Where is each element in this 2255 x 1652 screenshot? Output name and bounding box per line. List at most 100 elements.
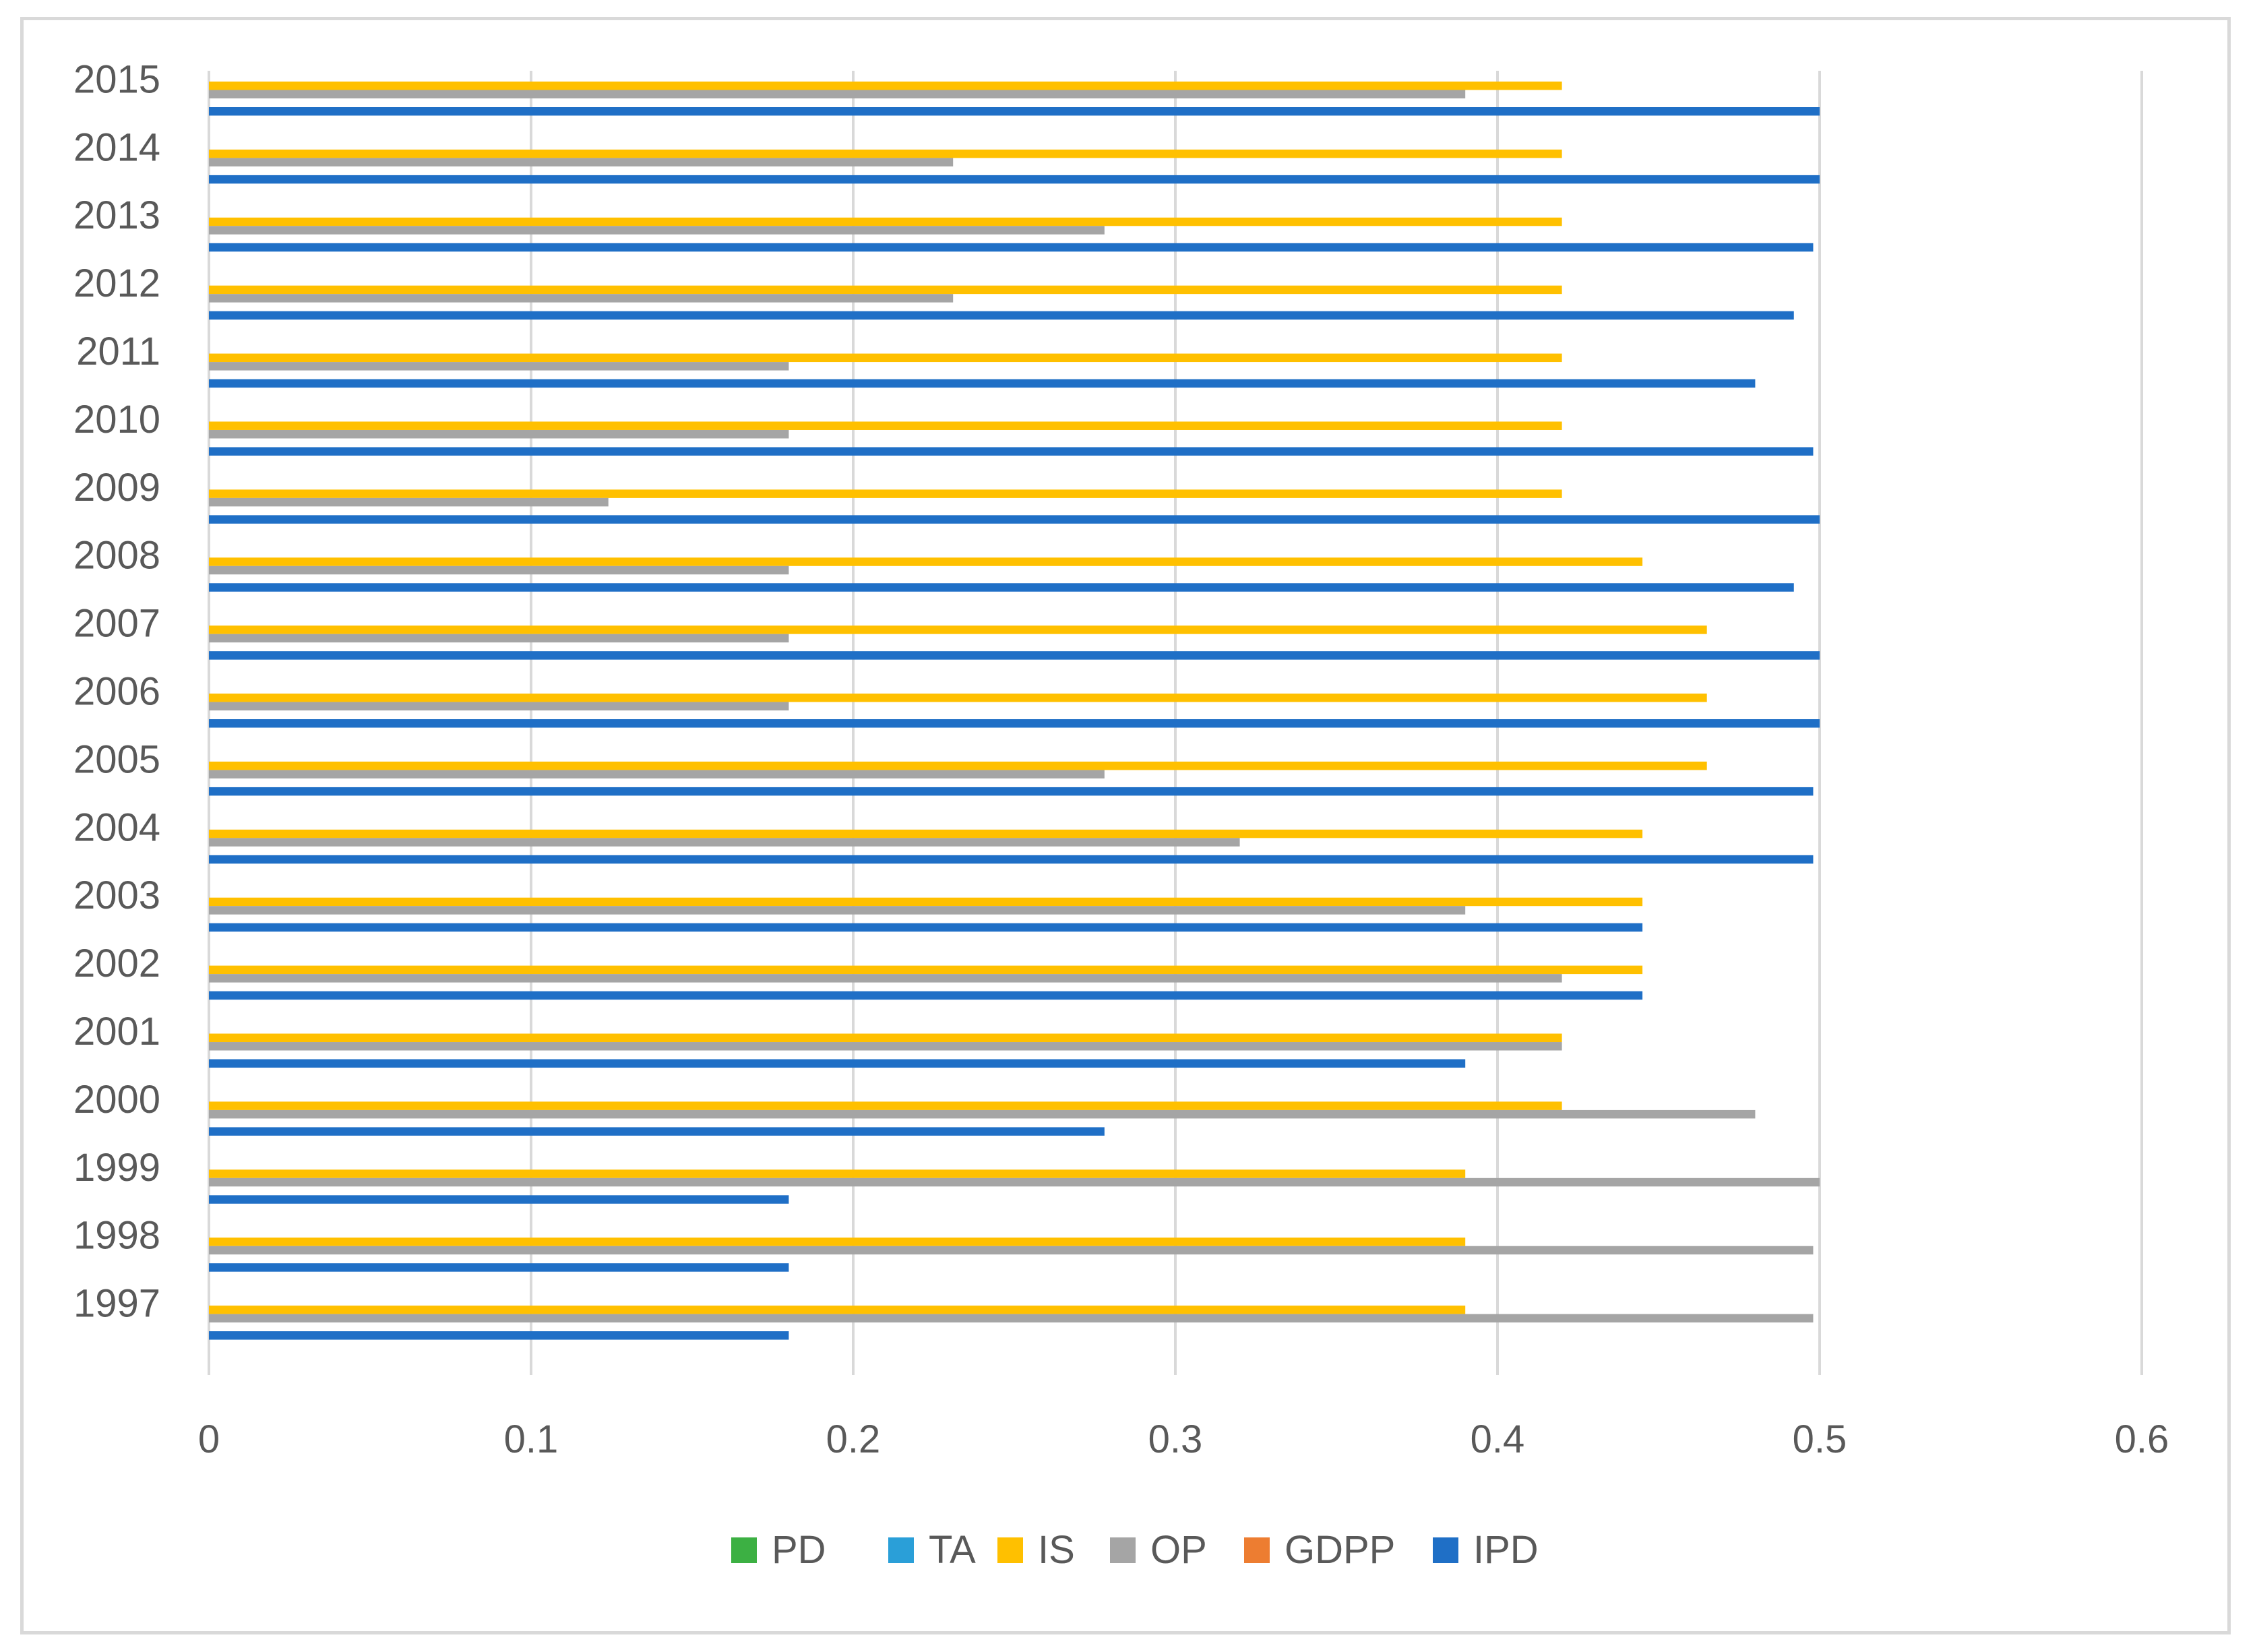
y-tick-label-2007: 2007	[73, 602, 160, 646]
bar-op-2007	[209, 634, 789, 643]
bar-ipd-2002	[209, 991, 1643, 1000]
y-tick-label-1998: 1998	[73, 1214, 160, 1258]
x-tick-label-0.5: 0.5	[1793, 1417, 1847, 1461]
y-tick-label-2003: 2003	[73, 874, 160, 917]
bar-is-1999	[209, 1169, 1466, 1178]
legend-label-is: IS	[1038, 1528, 1075, 1572]
bar-is-2002	[209, 965, 1643, 975]
x-tick-label-0: 0	[198, 1417, 220, 1461]
bar-ipd-2011	[209, 379, 1756, 388]
bar-is-2008	[209, 557, 1643, 566]
legend-swatch-pd	[731, 1537, 757, 1563]
bar-ipd-2012	[209, 311, 1794, 320]
bar-op-1999	[209, 1177, 1820, 1187]
bar-is-1998	[209, 1237, 1466, 1246]
bar-op-2013	[209, 226, 1105, 235]
bar-is-2001	[209, 1033, 1562, 1043]
bar-op-2009	[209, 497, 609, 507]
bar-is-2012	[209, 285, 1562, 295]
y-tick-label-2015: 2015	[73, 57, 160, 101]
bar-is-2014	[209, 149, 1562, 158]
bar-ipd-2015	[209, 107, 1820, 116]
bar-is-2015	[209, 82, 1562, 90]
y-tick-label-2004: 2004	[73, 805, 160, 849]
bar-ipd-1997	[209, 1331, 789, 1340]
bar-ipd-2001	[209, 1059, 1466, 1068]
y-tick-label-2012: 2012	[73, 262, 160, 305]
bar-is-2000	[209, 1101, 1562, 1110]
bar-op-2004	[209, 838, 1240, 847]
bar-ipd-2008	[209, 583, 1794, 592]
legend: PD TA IS OP GDPP IPD	[731, 1528, 1539, 1572]
x-tick-label-0.6: 0.6	[2115, 1417, 2169, 1461]
bar-op-2012	[209, 294, 954, 303]
bar-is-2010	[209, 421, 1562, 430]
bar-is-2009	[209, 489, 1562, 498]
bar-op-1997	[209, 1314, 1814, 1323]
bar-ipd-2013	[209, 243, 1814, 252]
bar-ipd-2000	[209, 1127, 1105, 1136]
legend-swatch-gdpp	[1244, 1537, 1270, 1563]
legend-label-op: OP	[1150, 1528, 1207, 1572]
bar-ipd-2014	[209, 175, 1820, 184]
bar-op-2000	[209, 1109, 1756, 1119]
bar-is-2004	[209, 829, 1643, 838]
bar-is-2006	[209, 694, 1707, 702]
x-tick-label-0.4: 0.4	[1471, 1417, 1525, 1461]
y-tick-label-2005: 2005	[73, 737, 160, 781]
bar-ipd-2005	[209, 787, 1814, 796]
bar-op-2005	[209, 770, 1105, 778]
y-tick-label-2001: 2001	[73, 1010, 160, 1053]
bar-is-2013	[209, 217, 1562, 226]
bar-is-2005	[209, 761, 1707, 770]
y-tick-label-2002: 2002	[73, 942, 160, 985]
bars	[209, 82, 1820, 1340]
bar-is-2003	[209, 897, 1643, 907]
x-axis-tick-labels: 0 0.1 0.2 0.3 0.4 0.5 0.6	[198, 1417, 2169, 1461]
bar-ipd-2009	[209, 515, 1820, 524]
bar-op-2014	[209, 158, 954, 166]
bar-op-2001	[209, 1042, 1562, 1051]
x-tick-label-0.1: 0.1	[504, 1417, 559, 1461]
y-axis-tick-labels: 1997 1998 1999 2000 2001 2002 2003 2004 2005 2006…	[73, 57, 160, 1325]
bar-ipd-1998	[209, 1263, 789, 1272]
bar-ipd-2010	[209, 447, 1814, 456]
bar-ipd-2003	[209, 923, 1643, 932]
y-tick-label-2013: 2013	[73, 193, 160, 237]
bar-ipd-2007	[209, 651, 1820, 660]
bar-op-2006	[209, 702, 789, 711]
legend-swatch-ipd	[1433, 1537, 1458, 1563]
legend-label-ta: TA	[929, 1528, 976, 1572]
legend-label-gdpp: GDPP	[1285, 1528, 1395, 1572]
y-tick-label-2010: 2010	[73, 398, 160, 441]
legend-label-ipd: IPD	[1473, 1528, 1539, 1572]
x-tick-label-0.2: 0.2	[826, 1417, 881, 1461]
bar-ipd-2004	[209, 855, 1814, 864]
legend-swatch-is	[997, 1537, 1023, 1563]
bar-op-2011	[209, 362, 789, 371]
legend-swatch-op	[1110, 1537, 1136, 1563]
legend-label-pd: PD	[772, 1528, 826, 1572]
bar-op-2010	[209, 429, 789, 439]
y-tick-label-2011: 2011	[76, 330, 160, 373]
y-tick-label-2006: 2006	[73, 670, 160, 714]
bar-is-2007	[209, 625, 1707, 634]
bar-op-2015	[209, 90, 1466, 98]
y-tick-label-2014: 2014	[73, 125, 160, 169]
y-tick-label-2009: 2009	[73, 466, 160, 510]
bar-op-1998	[209, 1246, 1814, 1255]
bar-is-1997	[209, 1306, 1466, 1314]
legend-swatch-ta	[888, 1537, 914, 1563]
y-tick-label-2008: 2008	[73, 534, 160, 578]
bar-op-2002	[209, 974, 1562, 983]
bar-op-2008	[209, 565, 789, 575]
y-tick-label-1997: 1997	[73, 1282, 160, 1326]
y-tick-label-1999: 1999	[73, 1146, 160, 1190]
y-tick-label-2000: 2000	[73, 1078, 160, 1122]
bar-is-2011	[209, 353, 1562, 363]
bar-op-2003	[209, 906, 1466, 915]
x-tick-label-0.3: 0.3	[1148, 1417, 1203, 1461]
bar-ipd-2006	[209, 719, 1820, 728]
bar-ipd-1999	[209, 1195, 789, 1204]
